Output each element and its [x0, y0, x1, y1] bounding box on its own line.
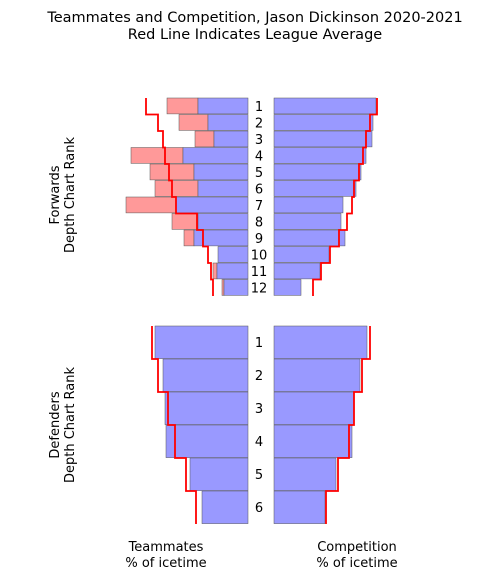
forwards-ylabel: Forwards: [48, 165, 63, 224]
defenders-ylabel-sub: Depth Chart Rank: [63, 367, 78, 484]
defenders-competition-bar: [273, 325, 368, 359]
forwards-teammates-bar: [197, 213, 249, 230]
defenders-teammates-league-avg-line: [151, 326, 197, 524]
forwards-teammates-extra-bar: [149, 163, 195, 181]
forwards-competition-bar: [273, 163, 362, 181]
forwards-rank-label: 9: [255, 232, 263, 247]
forwards-competition-bar: [273, 196, 344, 214]
forwards-rank-label: 1: [255, 100, 263, 115]
competition-xlabel: Competition: [317, 540, 397, 555]
defenders-teammates-bar: [154, 325, 249, 359]
defenders-competition-bar: [273, 457, 337, 491]
forwards-competition-league-avg-line: [312, 98, 378, 296]
forwards-competition-bar: [273, 180, 357, 197]
forwards-rank-label: 2: [255, 116, 263, 131]
teammates-xlabel-sub: % of icetime: [125, 556, 206, 571]
forwards-teammates-league-avg-line: [145, 98, 214, 296]
forwards-competition-bar: [273, 147, 367, 164]
teammates-xlabel: Teammates: [128, 540, 204, 555]
forwards-teammates-extra-bar: [212, 262, 218, 280]
forwards-ylabel-sub: Depth Chart Rank: [63, 137, 78, 254]
defenders-teammates-bar: [165, 424, 249, 458]
forwards-teammates-extra-bar: [166, 97, 199, 115]
defenders-rank-label: 1: [255, 336, 263, 351]
forwards-rank-label: 3: [255, 133, 263, 148]
forwards-teammates-bar: [223, 279, 249, 296]
defenders-rank-label: 4: [255, 435, 263, 450]
forwards-teammates-extra-bar: [178, 114, 209, 131]
forwards-teammates-extra-bar: [183, 229, 195, 247]
forwards-teammates-bar: [207, 114, 249, 131]
chart-title: Teammates and Competition, Jason Dickins…: [46, 10, 462, 26]
forwards-teammates-bar: [193, 229, 249, 247]
forwards-competition-bar: [273, 246, 330, 263]
defenders-competition-bar: [273, 490, 326, 524]
forwards-competition-bar: [273, 262, 321, 280]
forwards-competition-bar: [273, 130, 373, 148]
forwards-teammates-bar: [197, 180, 249, 197]
forwards-competition-bar: [273, 279, 302, 296]
forwards-teammates-bar: [217, 246, 249, 263]
competition-xlabel-sub: % of icetime: [316, 556, 397, 571]
forwards-rank-label: 10: [251, 248, 268, 263]
forwards-competition-bar: [273, 213, 342, 230]
forwards-rank-label: 11: [251, 265, 268, 280]
forwards-competition-bar: [273, 114, 374, 131]
defenders-rank-label: 6: [255, 501, 263, 516]
defenders-competition-bar: [273, 391, 355, 425]
defenders-rank-label: 5: [255, 468, 263, 483]
forwards-teammates-bar: [182, 147, 249, 164]
forwards-teammates-extra-bar: [194, 130, 215, 148]
defenders-rank-label: 3: [255, 402, 263, 417]
defenders-rank-label: 2: [255, 369, 263, 384]
forwards-rank-label: 5: [255, 166, 263, 181]
forwards-teammates-bar: [193, 163, 249, 181]
forwards-teammates-extra-bar: [125, 196, 177, 214]
forwards-competition-bar: [273, 97, 377, 115]
forwards-teammates-extra-bar: [130, 147, 184, 164]
forwards-teammates-extra-bar: [154, 180, 199, 197]
forwards-rank-label: 12: [251, 281, 268, 296]
forwards-teammates-bar: [175, 196, 249, 214]
forwards-teammates-bar: [216, 262, 249, 280]
forwards-teammates-bar: [213, 130, 249, 148]
forwards-rank-label: 4: [255, 149, 263, 164]
defenders-teammates-bar: [201, 490, 249, 524]
forwards-teammates-extra-bar: [221, 279, 225, 296]
forwards-rank-label: 6: [255, 182, 263, 197]
defenders-competition-bar: [273, 358, 361, 392]
defenders-teammates-bar: [189, 457, 249, 491]
forwards-rank-label: 8: [255, 215, 263, 230]
forwards-teammates-extra-bar: [171, 213, 199, 230]
chart-subtitle: Red Line Indicates League Average: [128, 27, 382, 43]
defenders-teammates-bar: [164, 391, 249, 425]
forwards-competition-bar: [273, 229, 346, 247]
defenders-teammates-bar: [162, 358, 249, 392]
forwards-rank-label: 7: [255, 199, 263, 214]
defenders-competition-bar: [273, 424, 353, 458]
defenders-competition-league-avg-line: [325, 326, 371, 524]
forwards-teammates-bar: [197, 97, 249, 115]
defenders-ylabel: Defenders: [48, 391, 63, 458]
